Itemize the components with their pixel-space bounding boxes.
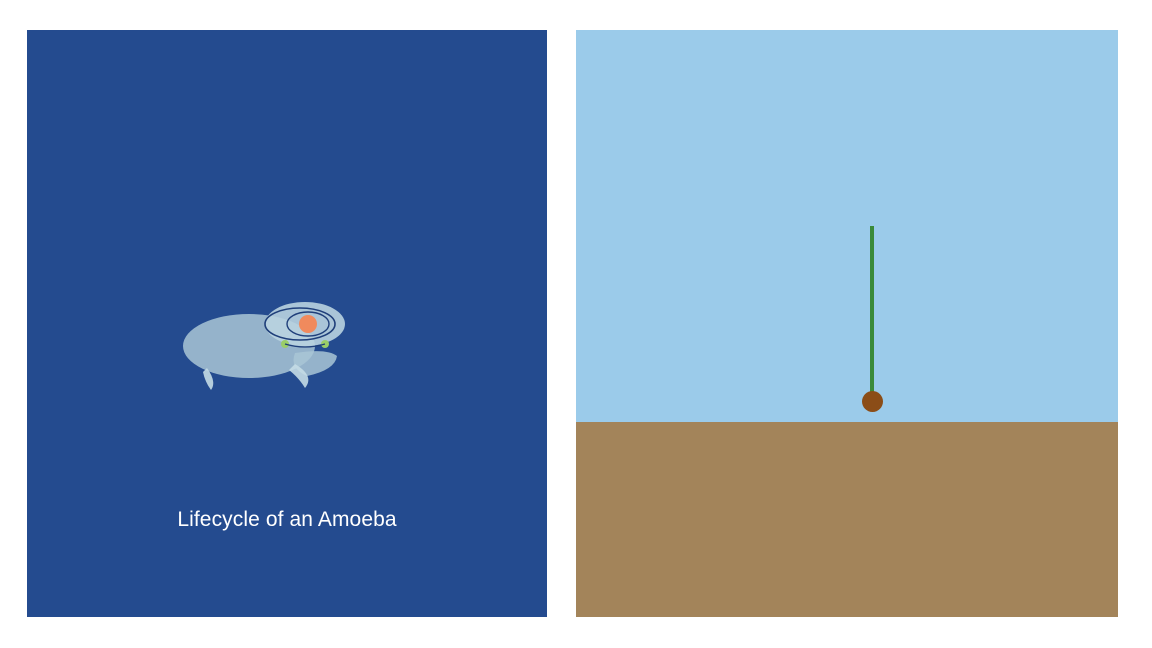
amoeba-illustration — [183, 302, 345, 390]
amoeba-nucleus — [299, 315, 317, 333]
amoeba-membrane-line — [284, 343, 326, 348]
amoeba-pseudopod — [289, 364, 309, 388]
amoeba-pseudopod — [293, 351, 337, 376]
panel-caption: Lifecycle of an Amoeba — [177, 508, 397, 531]
plant-stem — [870, 226, 874, 394]
amoeba-membrane-ring — [264, 307, 336, 341]
plant-growth-panel — [576, 30, 1118, 617]
plant-seed — [862, 391, 883, 412]
amoeba-lifecycle-panel: Lifecycle of an Amoeba — [27, 30, 547, 617]
amoeba-pseudopod — [203, 368, 214, 390]
amoeba-inner-ring — [286, 311, 330, 337]
soil-ground — [576, 422, 1118, 617]
